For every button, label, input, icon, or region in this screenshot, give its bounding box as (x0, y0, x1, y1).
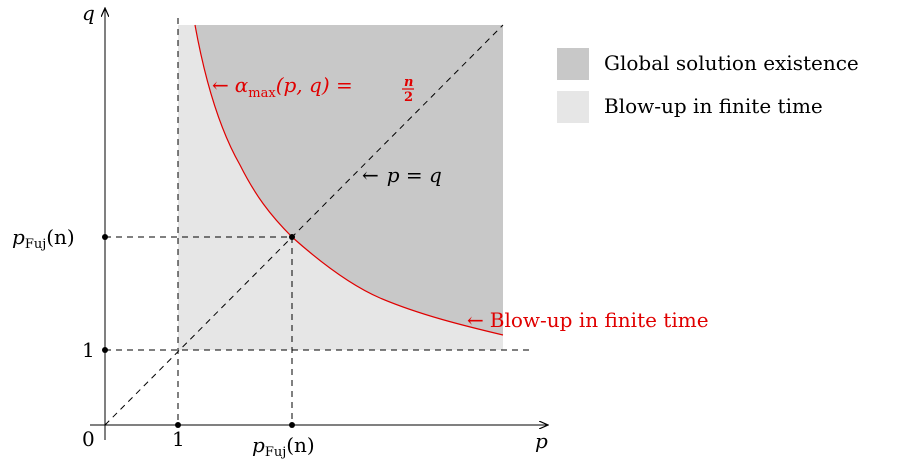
origin-label: 0 (82, 427, 95, 451)
legend: Global solution existence Blow-up in fin… (557, 48, 859, 123)
y-tick-fuj-dot (102, 234, 108, 240)
x-tick-fuj-dot (289, 422, 295, 428)
curve-fraction-numerator: n (404, 75, 413, 90)
legend-swatch-global (557, 48, 589, 80)
intersection-point (289, 234, 295, 240)
legend-swatch-blowup (557, 91, 589, 123)
legend-label-blowup: Blow-up in finite time (604, 94, 823, 118)
y-axis-label: q (82, 1, 95, 25)
y-tick-one-label: 1 (82, 338, 95, 362)
x-tick-one-dot (175, 422, 181, 428)
x-tick-fuj-label: pFuj(n) (252, 433, 315, 460)
blowup-annotation: ← Blow-up in finite time (467, 308, 709, 332)
y-tick-fuj-label: pFuj(n) (12, 225, 75, 252)
diagonal-annotation: ← p = q (362, 163, 442, 187)
x-axis-label: p (535, 429, 548, 453)
curve-fraction-denominator: 2 (404, 90, 413, 105)
y-tick-one-dot (102, 347, 108, 353)
legend-label-global: Global solution existence (604, 51, 859, 75)
curve-annotation: ← αmax(p, q) = (212, 73, 353, 101)
x-tick-one-label: 1 (172, 427, 185, 451)
